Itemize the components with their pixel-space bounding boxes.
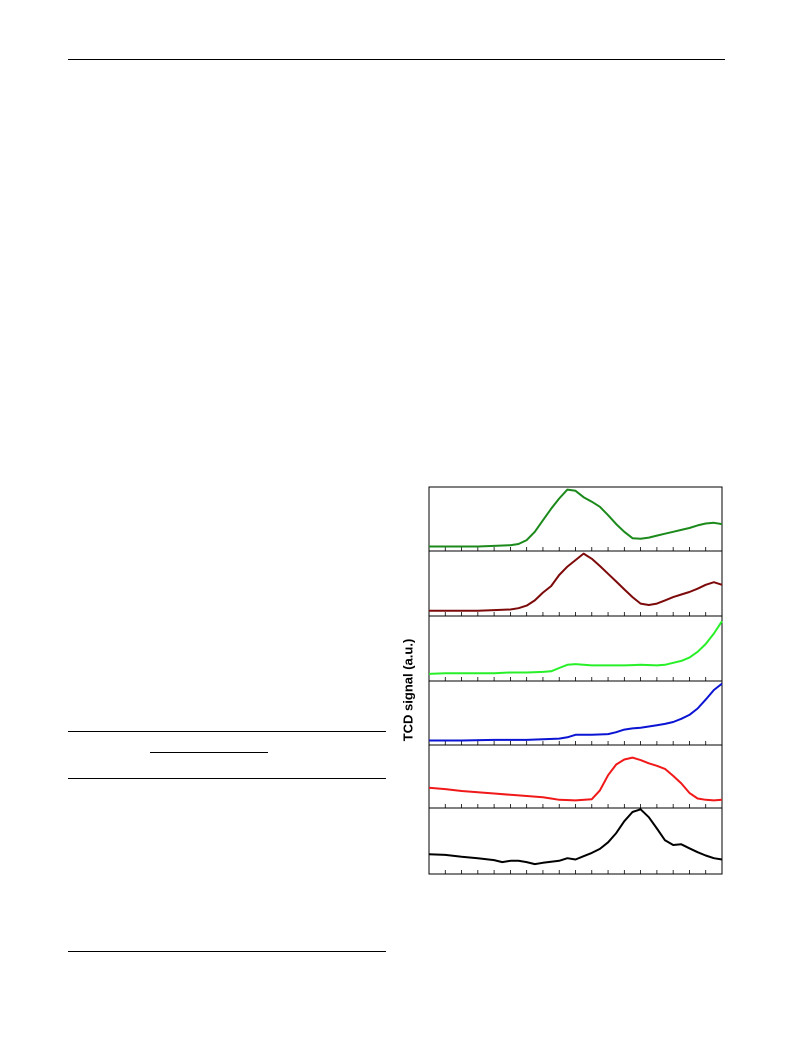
- table-top-rule: [68, 731, 386, 732]
- panel-frame-5: [428, 744, 723, 809]
- series-line-6: [428, 808, 723, 866]
- series-line-3: [428, 620, 723, 675]
- panel-frame-6: [428, 807, 723, 875]
- y-axis-label: TCD signal (a.u.): [400, 638, 416, 742]
- panel-frame-3: [428, 615, 723, 682]
- table-header-rule: [68, 778, 386, 779]
- table-subheader-rule: [150, 752, 268, 753]
- series-line-1: [429, 488, 723, 548]
- table-bottom-rule: [68, 951, 386, 952]
- panel-frame-1: [428, 486, 723, 552]
- header-rule: [68, 59, 725, 60]
- series-line-5: [428, 756, 723, 802]
- series-line-4: [429, 682, 723, 742]
- series-line-2: [429, 552, 723, 612]
